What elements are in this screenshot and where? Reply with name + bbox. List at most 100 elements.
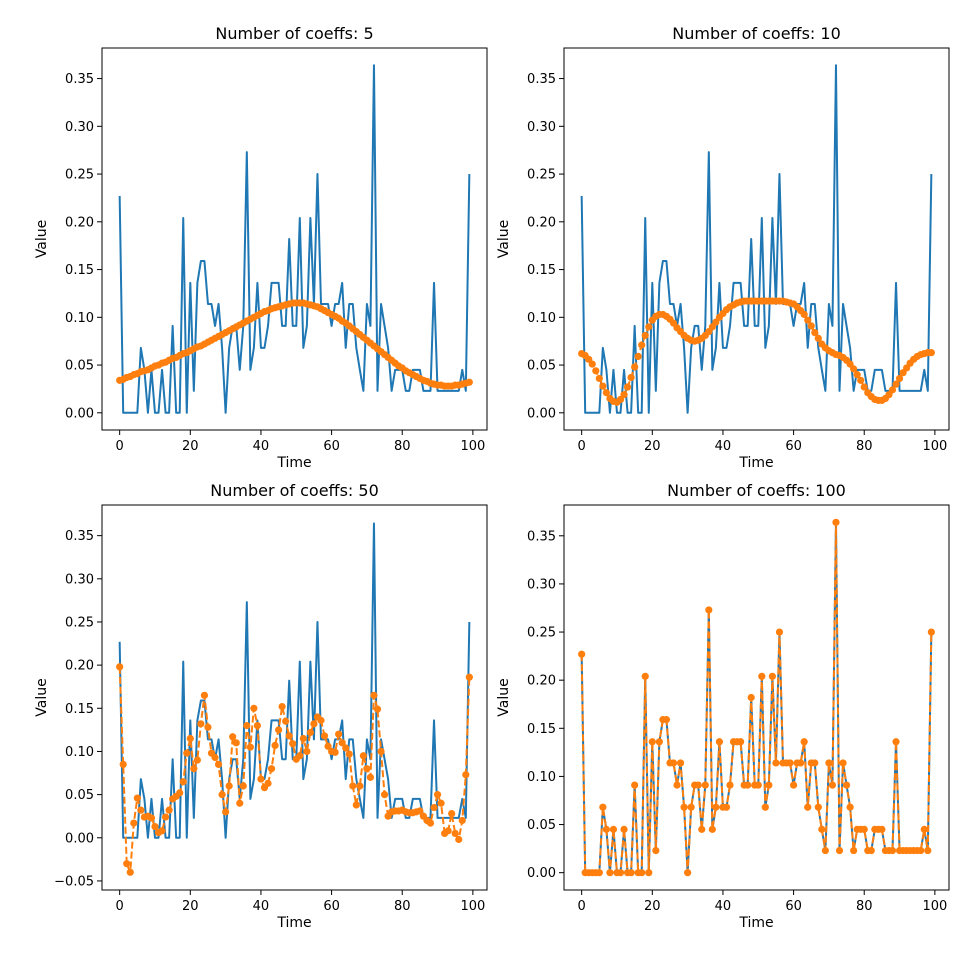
reconstruction-point xyxy=(349,782,357,790)
reconstruction-point xyxy=(715,738,724,746)
y-tick-label: 0.20 xyxy=(65,659,94,674)
axes-frame xyxy=(563,504,950,891)
reconstruction-point xyxy=(416,807,424,815)
y-tick-label: 0.10 xyxy=(527,770,556,785)
reconstruction-point xyxy=(811,328,819,337)
reconstruction-point xyxy=(448,810,456,818)
reconstruction-point xyxy=(747,693,755,702)
reconstruction-point xyxy=(197,720,205,728)
reconstruction-point xyxy=(920,825,928,833)
reconstruction-point xyxy=(758,672,766,680)
x-tick-label: 80 xyxy=(856,899,873,914)
reconstruction-point xyxy=(620,825,628,833)
reconstruction-point xyxy=(257,775,265,783)
plot-data xyxy=(116,522,473,876)
y-tick-label: 0.15 xyxy=(65,702,94,717)
reconstruction-point xyxy=(722,803,731,811)
reconstruction-point xyxy=(768,672,776,680)
reconstruction-point xyxy=(620,391,628,399)
x-tick-label: 60 xyxy=(785,899,802,914)
reconstruction-point xyxy=(850,365,858,373)
reconstruction-point xyxy=(179,778,187,786)
reconstruction-point xyxy=(370,691,378,699)
y-tick-label: 0.05 xyxy=(65,788,94,803)
reconstruction-point xyxy=(465,673,473,681)
reconstruction-point xyxy=(705,606,713,614)
y-tick-label: 0.20 xyxy=(527,674,556,689)
y-tick-label: 0.15 xyxy=(527,263,556,278)
reconstruction-point xyxy=(324,742,332,750)
reconstruction-point xyxy=(599,803,607,811)
reconstruction-point xyxy=(927,628,935,636)
x-tick-label: 80 xyxy=(394,899,411,914)
reconstruction-point xyxy=(363,765,371,773)
y-tick-label: 0.10 xyxy=(65,745,94,760)
reconstruction-point xyxy=(119,760,127,769)
reconstruction-point xyxy=(232,739,240,747)
reconstruction-point xyxy=(754,781,762,789)
reconstruction-point xyxy=(814,803,822,811)
reconstruction-point xyxy=(451,829,459,838)
chart-title: Number of coeffs: 5 xyxy=(215,24,373,43)
reconstruction-point xyxy=(229,733,237,741)
reconstruction-point xyxy=(800,738,808,746)
y-tick-label: 0.35 xyxy=(527,72,556,87)
reconstruction-point xyxy=(186,734,194,743)
y-tick-label: 0.35 xyxy=(527,529,556,544)
x-tick-label: 0 xyxy=(116,439,124,454)
x-tick-label: 60 xyxy=(323,439,340,454)
reconstruction-point xyxy=(246,743,254,751)
reconstruction-point xyxy=(299,734,307,743)
reconstruction-point xyxy=(310,720,318,728)
reconstruction-point xyxy=(267,765,276,773)
reconstruction-point xyxy=(832,518,840,526)
reconstruction-point xyxy=(775,628,784,636)
reconstruction-point xyxy=(289,740,297,748)
plot-data xyxy=(578,64,935,414)
reconstruction-point xyxy=(818,825,826,833)
reconstruction-point xyxy=(204,723,212,731)
x-axis-label: Time xyxy=(276,455,311,471)
reconstruction-point xyxy=(761,803,769,811)
reconstruction-point xyxy=(306,728,314,737)
x-tick-label: 60 xyxy=(323,899,340,914)
reconstruction-point xyxy=(465,378,473,386)
reconstruction-point xyxy=(609,825,618,833)
reconstruction-point xyxy=(726,781,734,789)
reconstruction-point xyxy=(342,744,350,752)
reconstruction-point xyxy=(737,738,745,746)
reconstruction-point xyxy=(857,376,865,384)
reconstruction-point xyxy=(892,738,900,746)
reconstruction-point xyxy=(860,383,868,391)
reconstruction-point xyxy=(444,827,452,835)
x-tick-label: 80 xyxy=(394,439,411,454)
chart-title: Number of coeffs: 50 xyxy=(210,481,379,500)
reconstruction-point xyxy=(278,702,286,711)
reconstruction-point xyxy=(137,806,145,814)
reconstruction-point xyxy=(892,380,900,388)
x-tick-label: 100 xyxy=(460,439,485,454)
y-tick-label: 0.10 xyxy=(65,311,94,326)
reconstruction-point xyxy=(765,781,773,789)
reconstruction-point xyxy=(200,691,209,699)
original-series-line xyxy=(580,64,933,414)
reconstruction-point xyxy=(317,716,325,724)
reconstruction-point xyxy=(161,813,170,821)
reconstruction-point xyxy=(634,352,642,361)
reconstruction-point xyxy=(804,803,812,811)
reconstruction-point xyxy=(684,869,692,877)
reconstruction-point xyxy=(698,825,706,833)
reconstruction-point xyxy=(623,383,632,391)
x-tick-label: 20 xyxy=(182,439,199,454)
y-tick-label: 0.00 xyxy=(527,866,556,881)
reconstruction-point xyxy=(296,752,304,760)
reconstruction-point xyxy=(303,747,311,756)
reconstruction-point xyxy=(712,803,720,811)
reconstruction-point xyxy=(275,726,283,734)
y-tick-label: 0.00 xyxy=(527,406,556,421)
reconstruction-point xyxy=(602,389,610,397)
y-tick-label: 0.30 xyxy=(65,120,94,135)
reconstruction-point xyxy=(701,781,709,789)
reconstruction-point xyxy=(437,799,445,807)
reconstruction-point xyxy=(860,825,868,833)
